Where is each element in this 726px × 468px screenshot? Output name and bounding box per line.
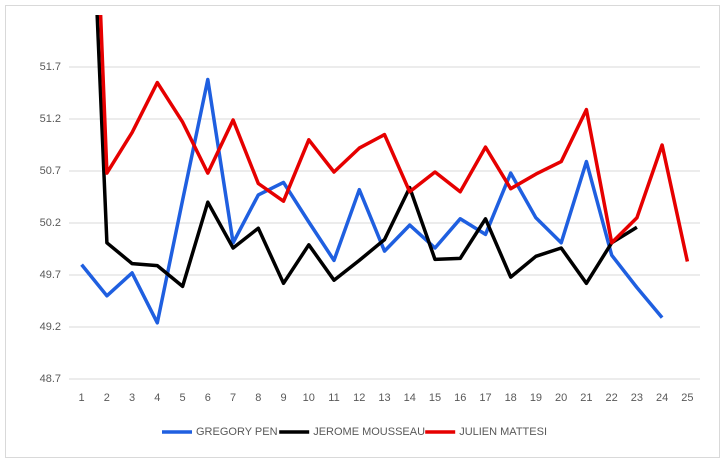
x-tick-label: 13	[378, 392, 390, 404]
x-tick-label: 12	[353, 392, 365, 404]
x-tick-label: 10	[303, 392, 315, 404]
x-tick-label: 9	[280, 392, 286, 404]
x-tick-label: 4	[154, 392, 160, 404]
series-line	[80, 77, 664, 325]
x-tick-label: 5	[180, 392, 186, 404]
chart-border	[5, 5, 720, 458]
x-tick-label: 24	[656, 392, 668, 404]
x-tick-label: 1	[79, 392, 85, 404]
x-tick-label: 22	[606, 392, 618, 404]
x-tick-label: 23	[631, 392, 643, 404]
x-tick-label: 18	[505, 392, 517, 404]
y-tick-label: 50.2	[40, 217, 61, 229]
y-tick-label: 49.2	[40, 321, 61, 333]
y-tick-label: 51.2	[40, 113, 61, 125]
legend-label: GREGORY PEN	[196, 426, 278, 438]
y-tick-label: 50.7	[40, 165, 61, 177]
x-tick-label: 15	[429, 392, 441, 404]
y-tick-label: 48.7	[40, 373, 61, 385]
x-tick-label: 7	[230, 392, 236, 404]
x-tick-label: 2	[104, 392, 110, 404]
x-tick-label: 11	[328, 392, 339, 404]
x-tick-label: 14	[404, 392, 416, 404]
x-tick-label: 17	[479, 392, 491, 404]
y-tick-label: 49.7	[40, 269, 61, 281]
x-tick-label: 20	[555, 392, 567, 404]
series-line	[98, 15, 690, 262]
series-line	[95, 15, 638, 289]
x-tick-label: 19	[530, 392, 542, 404]
grid	[69, 66, 700, 380]
x-tick-label: 6	[205, 392, 211, 404]
y-tick-label: 51.7	[40, 61, 61, 73]
x-tick-label: 25	[681, 392, 693, 404]
plot-area	[80, 15, 690, 325]
x-tick-label: 16	[454, 392, 466, 404]
legend-label: JULIEN MATTESI	[459, 426, 547, 438]
x-tick-label: 21	[580, 392, 592, 404]
legend-label: JEROME MOUSSEAU	[313, 426, 425, 438]
x-tick-label: 8	[255, 392, 261, 404]
x-tick-label: 3	[129, 392, 135, 404]
